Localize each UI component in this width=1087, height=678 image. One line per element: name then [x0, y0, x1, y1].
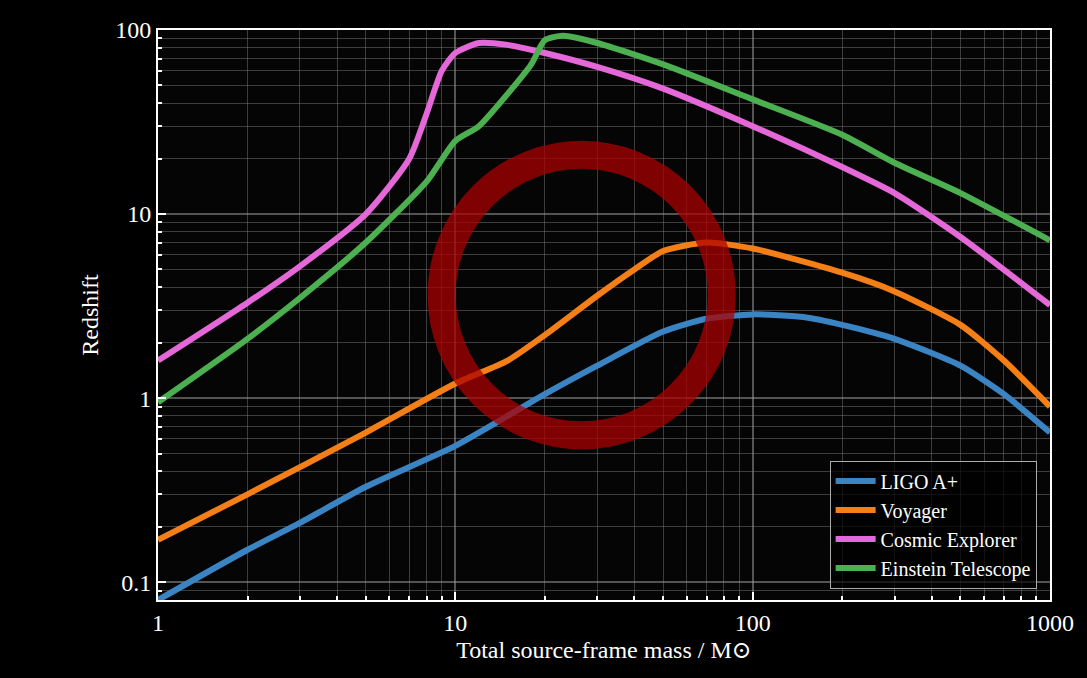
- svg-text:100: 100: [115, 17, 151, 43]
- svg-text:1: 1: [139, 386, 151, 412]
- svg-text:10: 10: [443, 610, 467, 636]
- svg-text:Voyager: Voyager: [881, 500, 948, 523]
- svg-text:LIGO A+: LIGO A+: [881, 471, 958, 493]
- svg-text:1000: 1000: [1026, 610, 1074, 636]
- svg-text:Total source-frame mass / M⊙: Total source-frame mass / M⊙: [456, 637, 752, 663]
- svg-text:0.1: 0.1: [121, 570, 151, 596]
- svg-text:100: 100: [735, 610, 771, 636]
- svg-text:Cosmic Explorer: Cosmic Explorer: [881, 529, 1017, 552]
- svg-text:Redshift: Redshift: [77, 274, 103, 356]
- svg-text:Einstein Telescope: Einstein Telescope: [881, 558, 1031, 581]
- svg-text:10: 10: [127, 201, 151, 227]
- svg-text:1: 1: [152, 610, 164, 636]
